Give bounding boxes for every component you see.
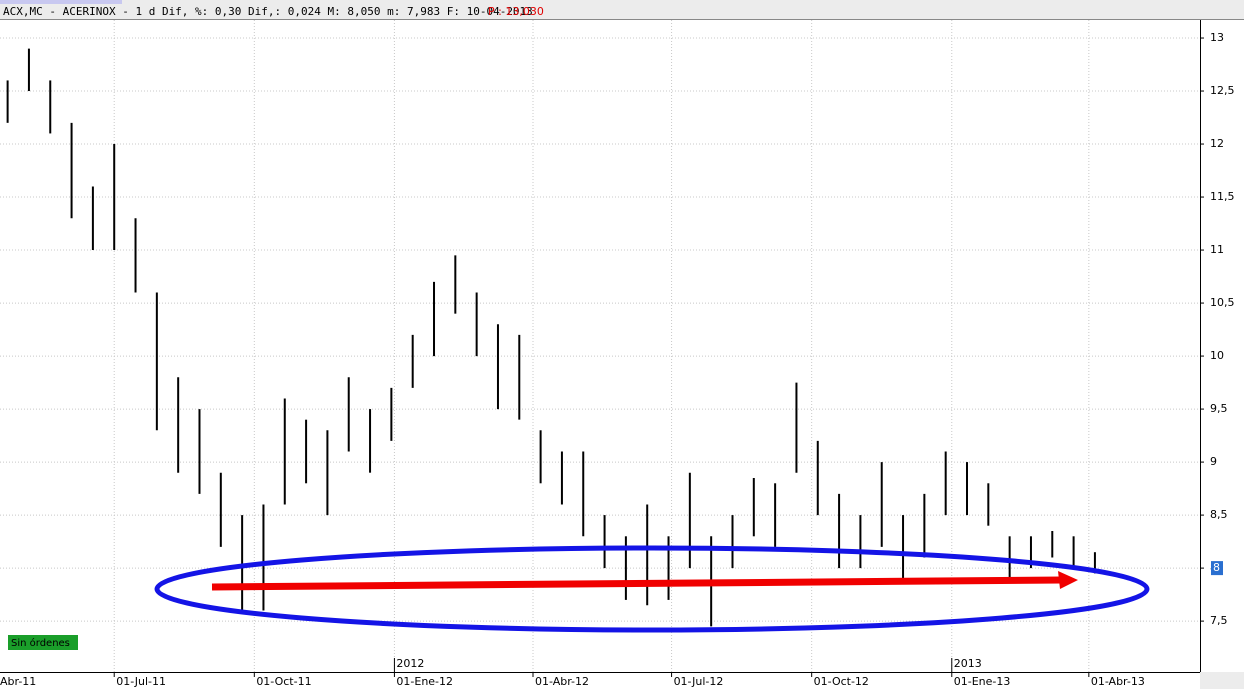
- ellipse-annotation: [154, 545, 1150, 633]
- y-tick-label: 9: [1210, 455, 1217, 468]
- x-tick-label: 01-Oct-12: [814, 675, 869, 688]
- x-tick-label: 01-Ene-12: [396, 675, 453, 688]
- grid: [0, 20, 1200, 672]
- header: ACX,MC - ACERINOX - 1 d Dif, %: 0,30 Dif…: [3, 5, 533, 18]
- x-tick-label: 01-Jul-11: [116, 675, 166, 688]
- y-axis-area: [1200, 20, 1244, 689]
- tab: [0, 0, 122, 4]
- y-tick-label: 10: [1210, 349, 1224, 362]
- year-label: 2012: [396, 657, 424, 670]
- x-tick-label: Abr-11: [0, 675, 36, 688]
- status: Sin órdenes: [11, 637, 70, 649]
- arrow-annotation: [211, 576, 1063, 591]
- arrow-head: [1058, 571, 1078, 589]
- status-box: [8, 635, 78, 650]
- y-tick-label: 7,5: [1210, 614, 1228, 627]
- y-tick-label: 8,5: [1210, 508, 1228, 521]
- year-label: 2013: [954, 657, 982, 670]
- y-tick-label: 12,5: [1210, 84, 1235, 97]
- y-tick-label: 11: [1210, 243, 1224, 256]
- y-tick-label: 12: [1210, 137, 1224, 150]
- x-tick-label: 01-Jul-12: [674, 675, 724, 688]
- header-bar: [0, 0, 1244, 20]
- last-price-box: [1211, 561, 1223, 576]
- x-tick-label: 01-Abr-12: [535, 675, 589, 688]
- bars: [6, 48, 1096, 627]
- header-price: P : 13,030: [488, 5, 544, 18]
- corner: [1200, 672, 1244, 689]
- y-tick-label: 11,5: [1210, 190, 1235, 203]
- last-price: 8: [1213, 561, 1220, 574]
- x-tick-label: 01-Abr-13: [1091, 675, 1145, 688]
- x-tick-label: 01-Oct-11: [256, 675, 311, 688]
- y-tick-label: 10,5: [1210, 296, 1235, 309]
- x-tick-label: 01-Ene-13: [954, 675, 1011, 688]
- y-tick-label: 9,5: [1210, 402, 1228, 415]
- y-tick-label: 13: [1210, 31, 1224, 44]
